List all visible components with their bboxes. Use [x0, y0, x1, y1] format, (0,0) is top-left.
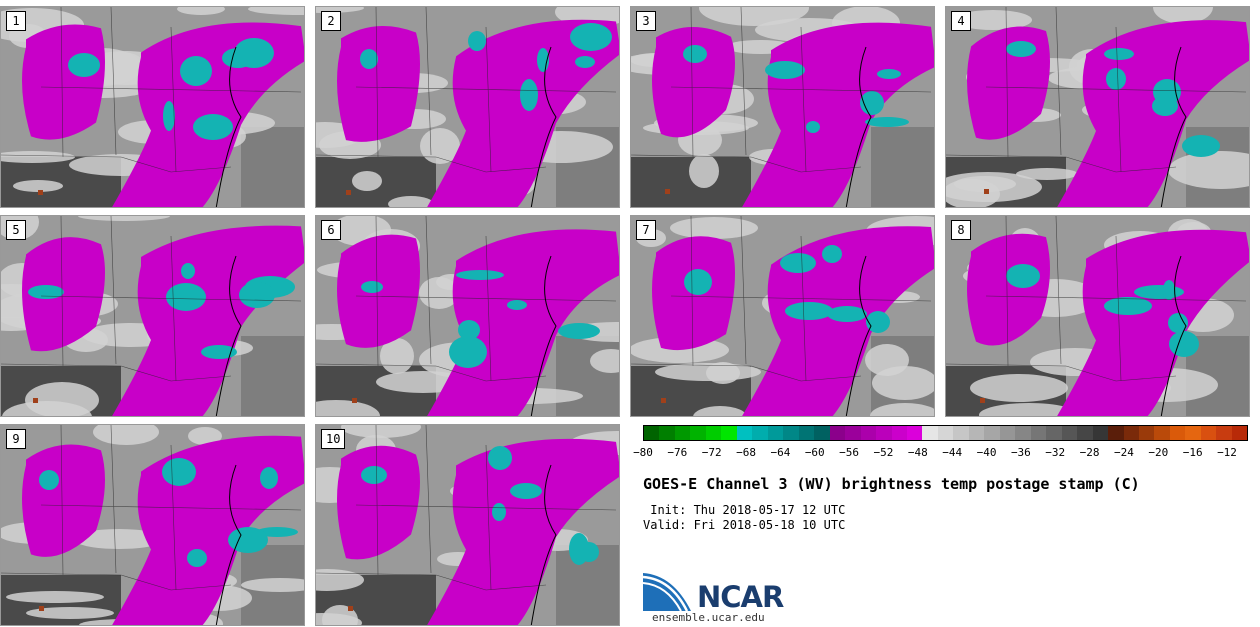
colorbar-swatch — [922, 426, 938, 440]
colorbar-tick: −16 — [1182, 446, 1203, 459]
colorbar-tick: −24 — [1114, 446, 1134, 459]
colorbar-swatch — [984, 426, 1000, 440]
colorbar-swatch — [1092, 426, 1109, 440]
water-vapor-map — [631, 7, 934, 207]
colorbar-swatch — [1200, 426, 1217, 440]
colorbar-tick: −60 — [804, 446, 825, 459]
colorbar-swatch — [860, 426, 877, 440]
colorbar-tick: −44 — [942, 446, 963, 459]
panel-number: 10 — [321, 429, 346, 449]
colorbar-swatch — [659, 426, 675, 440]
colorbar-swatch — [705, 426, 722, 440]
colorbar-swatch — [937, 426, 954, 440]
colorbar-swatch — [752, 426, 768, 440]
colorbar-swatch — [721, 426, 737, 440]
colorbar-swatch — [876, 426, 892, 440]
colorbar-tick-labels: −80 −76 −72 −68 −64 −60 −56 −52 −48 −44 −40 −36 −32−… — [633, 446, 1258, 460]
panel-number: 2 — [321, 11, 341, 31]
map-panel: 2 — [315, 6, 620, 208]
colorbar-swatch — [1015, 426, 1031, 440]
colorbar-swatch — [999, 426, 1016, 440]
colorbar-swatch — [1030, 426, 1047, 440]
colorbar-tick: −76 — [667, 446, 688, 459]
colorbar-swatch — [1169, 426, 1186, 440]
figure-title: GOES-E Channel 3 (WV) brightness temp po… — [643, 475, 1140, 493]
colorbar-swatch — [891, 426, 907, 440]
panel-number: 9 — [6, 429, 26, 449]
colorbar-swatch — [798, 426, 815, 440]
colorbar-swatch — [1108, 426, 1124, 440]
colorbar-swatch — [1123, 426, 1139, 440]
panel-number: 3 — [636, 11, 656, 31]
colorbar — [643, 425, 1248, 441]
water-vapor-map — [631, 216, 934, 416]
ncar-logo-icon — [643, 573, 691, 612]
colorbar-tick: −12 — [1217, 446, 1237, 459]
colorbar-tick: −40 — [976, 446, 997, 459]
colorbar-tick: −36 — [1010, 446, 1031, 459]
panel-number: 5 — [6, 220, 26, 240]
map-panel: 3 — [630, 6, 935, 208]
site-url: ensemble.ucar.edu — [652, 611, 765, 624]
water-vapor-map — [946, 216, 1249, 416]
colorbar-tick: −72 — [701, 446, 722, 459]
colorbar-swatch — [845, 426, 861, 440]
colorbar-tick: −20 — [1148, 446, 1169, 459]
panel-number: 7 — [636, 220, 656, 240]
map-panel: 1 — [0, 6, 305, 208]
water-vapor-map — [316, 425, 619, 625]
colorbar-swatch — [953, 426, 969, 440]
map-panel: 4 — [945, 6, 1250, 208]
panel-number: 4 — [951, 11, 971, 31]
colorbar-tick: −80 — [633, 446, 653, 459]
water-vapor-map — [316, 7, 619, 207]
colorbar-swatch — [814, 426, 830, 440]
colorbar-swatch — [968, 426, 985, 440]
colorbar-tick: −56 — [839, 446, 860, 459]
colorbar-swatch — [1061, 426, 1078, 440]
colorbar-swatch — [674, 426, 691, 440]
colorbar-swatch — [1216, 426, 1232, 440]
colorbar-swatch — [906, 426, 923, 440]
colorbar-tick: −48 — [907, 446, 928, 459]
colorbar-swatch — [690, 426, 706, 440]
water-vapor-map — [946, 7, 1249, 207]
ncar-logo-text: NCAR — [697, 580, 784, 614]
colorbar-swatch — [1077, 426, 1093, 440]
panel-number: 6 — [321, 220, 341, 240]
map-panel: 6 — [315, 215, 620, 417]
colorbar-tick: −28 — [1079, 446, 1100, 459]
panel-number: 1 — [6, 11, 26, 31]
map-panel: 5 — [0, 215, 305, 417]
water-vapor-map — [1, 216, 304, 416]
colorbar-swatch — [1046, 426, 1062, 440]
colorbar-swatch — [1231, 426, 1248, 440]
colorbar-swatch — [767, 426, 784, 440]
water-vapor-map — [316, 216, 619, 416]
colorbar-tick: −68 — [736, 446, 756, 459]
colorbar-swatch — [736, 426, 753, 440]
map-panel: 9 — [0, 424, 305, 626]
colorbar-swatch — [644, 426, 660, 440]
init-time: Init: Thu 2018-05-17 12 UTC — [643, 503, 846, 517]
colorbar-tick: −52 — [873, 446, 894, 459]
colorbar-tick: −64 — [770, 446, 791, 459]
colorbar-tick: −32 — [1045, 446, 1066, 459]
water-vapor-map — [1, 7, 304, 207]
colorbar-swatch — [783, 426, 799, 440]
map-panel: 7 — [630, 215, 935, 417]
water-vapor-map — [1, 425, 304, 625]
panel-number: 8 — [951, 220, 971, 240]
colorbar-swatch — [1154, 426, 1170, 440]
colorbar-swatch — [1139, 426, 1155, 440]
map-panel: 10 — [315, 424, 620, 626]
valid-time: Valid: Fri 2018-05-18 10 UTC — [643, 518, 846, 532]
colorbar-swatch — [829, 426, 846, 440]
colorbar-swatch — [1185, 426, 1201, 440]
map-panel: 8 — [945, 215, 1250, 417]
